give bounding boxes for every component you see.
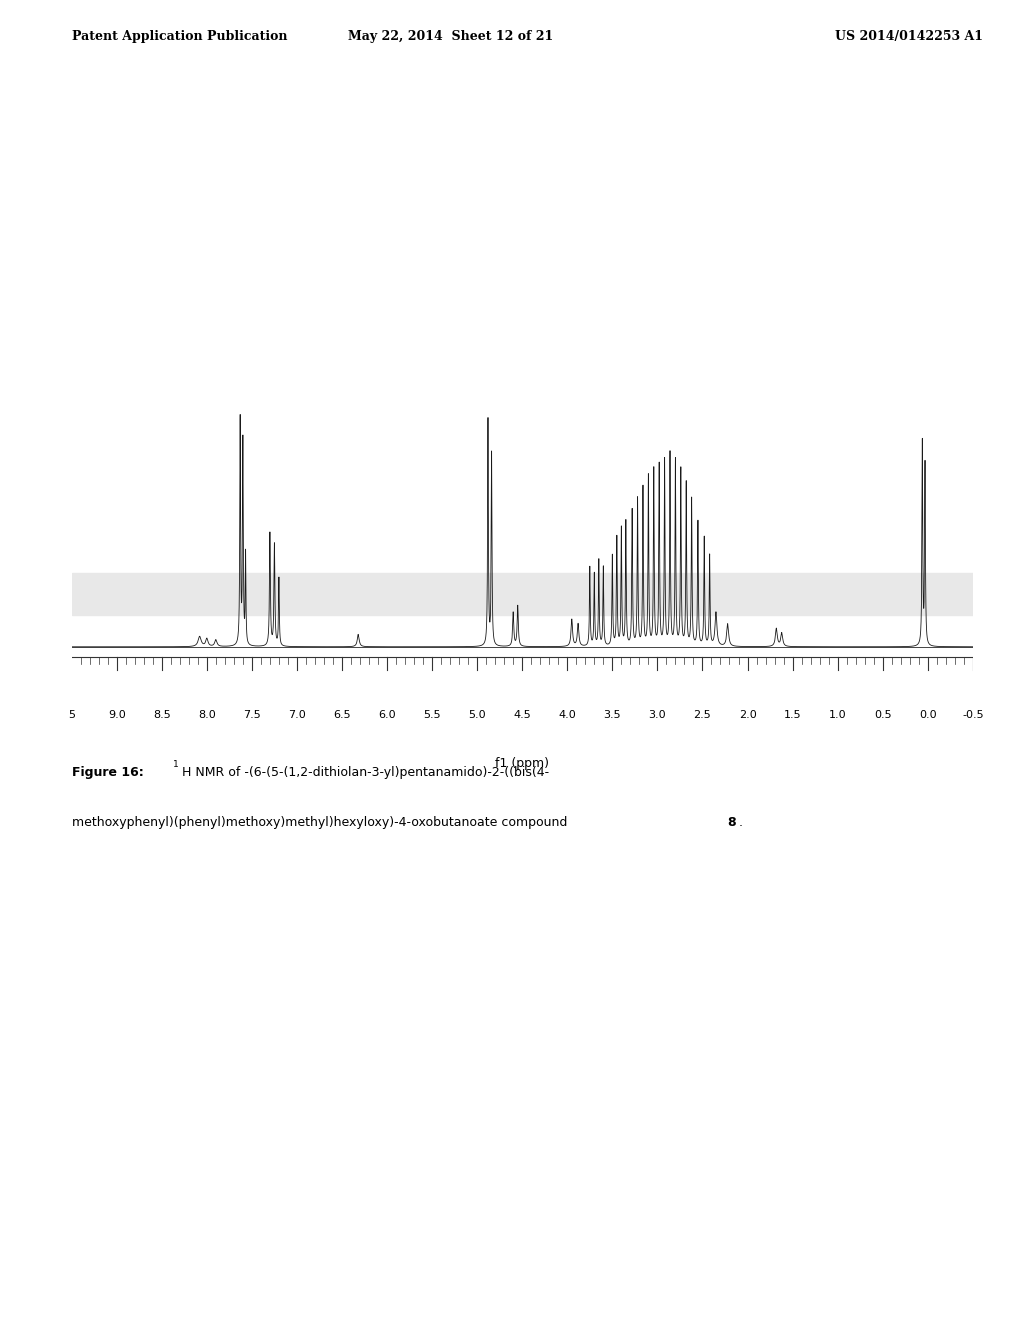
Text: US 2014/0142253 A1: US 2014/0142253 A1 xyxy=(835,30,983,42)
Text: 3.0: 3.0 xyxy=(648,710,667,719)
Text: 7.0: 7.0 xyxy=(288,710,306,719)
Text: .: . xyxy=(738,816,742,829)
Text: 8.0: 8.0 xyxy=(198,710,216,719)
Text: 6.5: 6.5 xyxy=(333,710,351,719)
Text: 2.0: 2.0 xyxy=(738,710,757,719)
Text: May 22, 2014  Sheet 12 of 21: May 22, 2014 Sheet 12 of 21 xyxy=(348,30,553,42)
Text: f1 (ppm): f1 (ppm) xyxy=(496,758,549,771)
Text: H NMR of -(6-(5-(1,2-dithiolan-3-yl)pentanamido)-2-((bis(4-: H NMR of -(6-(5-(1,2-dithiolan-3-yl)pent… xyxy=(181,766,549,779)
Text: 1.0: 1.0 xyxy=(828,710,847,719)
Text: 2.5: 2.5 xyxy=(693,710,712,719)
Text: 0.5: 0.5 xyxy=(873,710,892,719)
Text: 0.0: 0.0 xyxy=(919,710,937,719)
Text: Patent Application Publication: Patent Application Publication xyxy=(72,30,287,42)
Text: 1: 1 xyxy=(173,760,178,770)
Text: 3.5: 3.5 xyxy=(603,710,622,719)
Text: 8.5: 8.5 xyxy=(153,710,171,719)
Text: 5.5: 5.5 xyxy=(423,710,441,719)
Text: 9.0: 9.0 xyxy=(108,710,126,719)
Text: 8: 8 xyxy=(728,816,736,829)
Text: 4.5: 4.5 xyxy=(513,710,531,719)
Text: 6.0: 6.0 xyxy=(378,710,396,719)
Text: 5.0: 5.0 xyxy=(468,710,486,719)
Bar xyxy=(72,573,973,615)
Text: 5: 5 xyxy=(69,710,75,719)
Text: 1.5: 1.5 xyxy=(783,710,802,719)
Text: -0.5: -0.5 xyxy=(962,710,984,719)
Text: methoxyphenyl)(phenyl)methoxy)methyl)hexyloxy)-4-oxobutanoate compound: methoxyphenyl)(phenyl)methoxy)methyl)hex… xyxy=(72,816,571,829)
Text: 4.0: 4.0 xyxy=(558,710,577,719)
Text: 7.5: 7.5 xyxy=(243,710,261,719)
Text: Figure 16:: Figure 16: xyxy=(72,766,147,779)
